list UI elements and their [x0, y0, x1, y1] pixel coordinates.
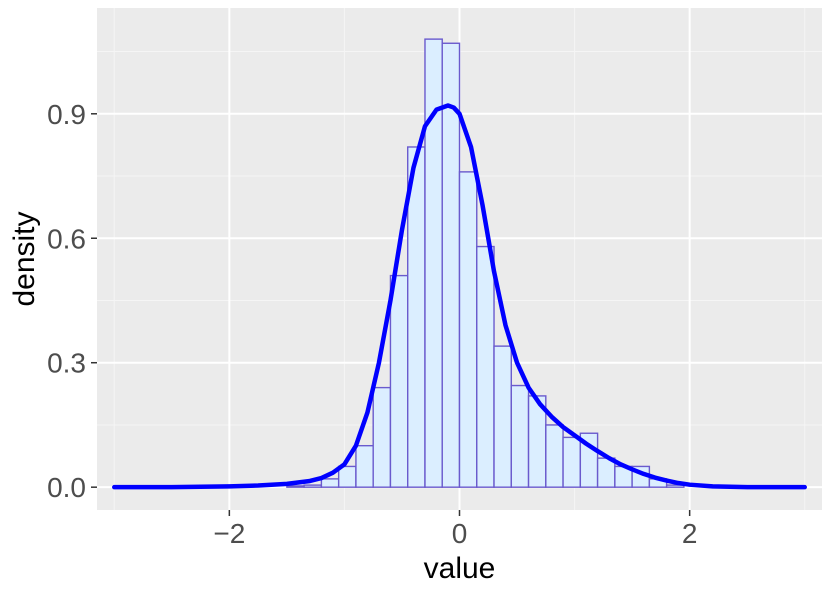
histogram-bar — [303, 484, 323, 488]
histogram-bar — [596, 457, 616, 488]
y-tick-label: 0.0 — [47, 472, 86, 503]
density-curve — [112, 103, 807, 490]
histogram-bar — [389, 274, 409, 488]
histogram-bar — [337, 465, 357, 488]
y-axis-title: density — [8, 211, 41, 306]
y-tick-label: 0.3 — [47, 348, 86, 379]
histogram-bar — [458, 171, 478, 488]
x-axis-ticks: −2 0 2 — [213, 510, 697, 549]
histogram-bar — [476, 245, 495, 488]
x-tick-label: 0 — [452, 518, 468, 549]
histogram-bar — [320, 478, 340, 488]
histogram-bar — [545, 424, 564, 488]
histogram-bar — [286, 485, 305, 488]
y-tick-label: 0.9 — [47, 99, 86, 130]
y-tick-label: 0.6 — [47, 223, 86, 254]
histogram-bar — [665, 484, 685, 488]
histogram-bar — [562, 436, 582, 488]
histogram-bar — [355, 444, 374, 488]
histogram-bar — [372, 386, 392, 488]
y-axis-ticks: 0.0 0.3 0.6 0.9 — [47, 99, 97, 503]
histogram-bar — [493, 345, 512, 488]
x-tick-label: −2 — [213, 518, 245, 549]
x-axis-title: value — [424, 552, 496, 585]
x-tick-label: 2 — [682, 518, 698, 549]
histogram-bar — [510, 384, 530, 488]
histogram-bar — [407, 146, 426, 488]
